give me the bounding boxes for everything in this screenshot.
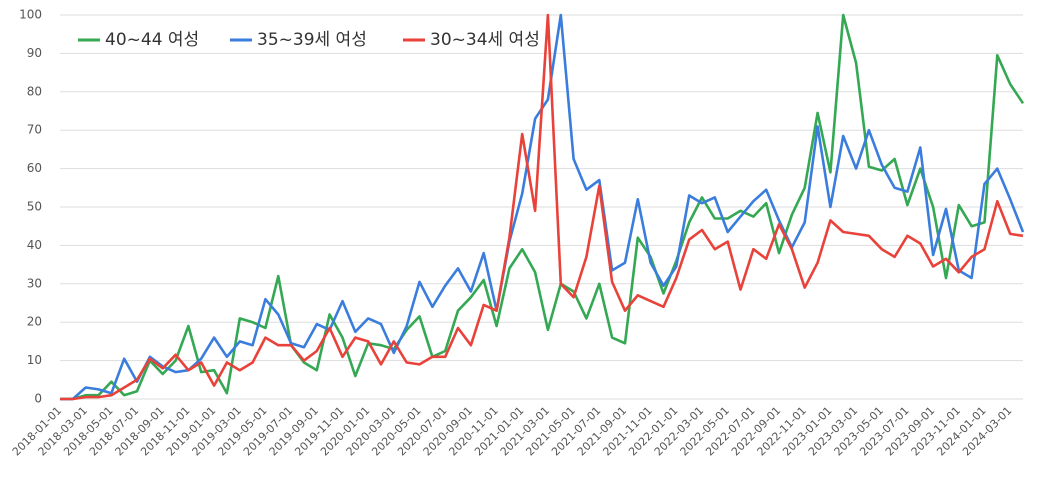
series-line: [60, 13, 1024, 401]
y-tick-label: 0: [34, 392, 42, 406]
y-tick-label: 50: [27, 200, 42, 214]
legend-label: 35~39세 여성: [257, 30, 367, 50]
y-tick-label: 40: [27, 238, 42, 252]
legend-label: 40~44 여성: [105, 30, 199, 50]
y-tick-label: 70: [27, 123, 42, 137]
y-tick-label: 30: [27, 276, 42, 290]
y-tick-label: 100: [19, 8, 42, 22]
y-tick-label: 60: [27, 161, 42, 175]
legend-label: 30~34세 여성: [430, 30, 540, 50]
series-line: [60, 13, 1025, 401]
y-tick-label: 80: [27, 84, 42, 98]
y-tick-label: 20: [27, 315, 42, 329]
y-tick-label: 10: [27, 353, 42, 367]
y-tick-label: 90: [27, 46, 42, 60]
